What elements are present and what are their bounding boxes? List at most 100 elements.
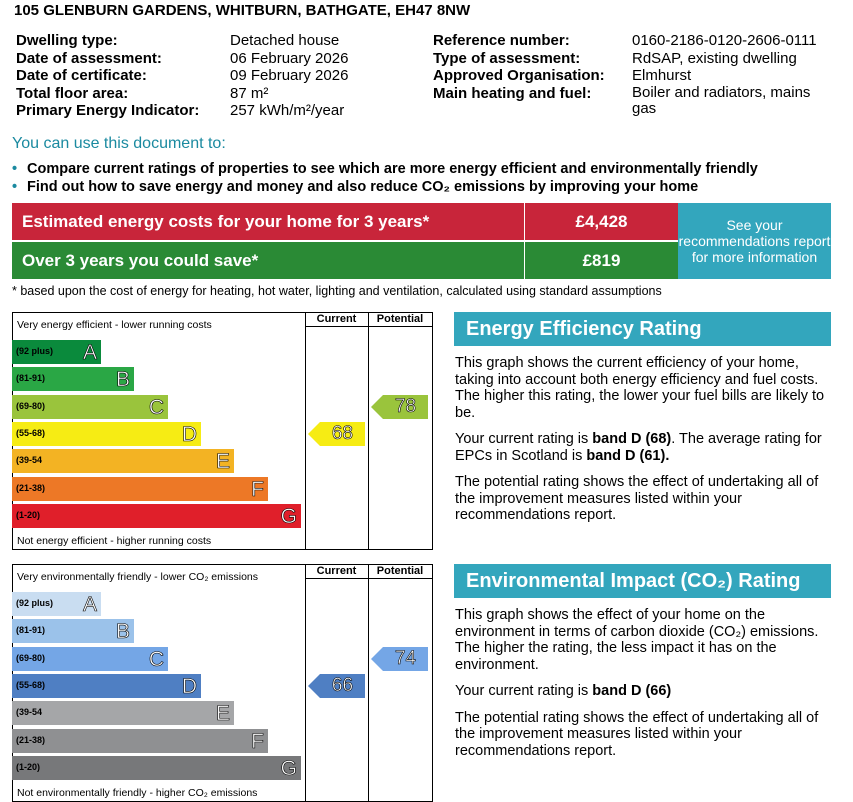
bullet-dot-icon: • [12,161,18,177]
column-divider [432,564,433,802]
band-letter: B [115,620,131,644]
energy-panel-p3: The potential rating shows the effect of… [455,474,819,523]
energy-panel-text: This graph shows the current efficiency … [455,355,830,534]
rating-band-b: (81-91) B [12,367,134,391]
assessment-type-label: Type of assessment: [433,49,581,67]
graph-bottom-caption: Not environmentally friendly - higher CO… [17,787,258,799]
current-column-header: Current [316,565,357,577]
co2-panel-p2: Your current rating is band D (66) [455,683,672,699]
band-range-label: (21-38) [16,483,46,493]
graph-top-caption: Very energy efficient - lower running co… [17,319,212,331]
band-range-label: (55-68) [16,680,46,690]
column-header-rule [305,326,432,327]
co2-panel-p3: The potential rating shows the effect of… [455,709,819,759]
band-letter: B [115,368,131,392]
approved-org-value: Elmhurst [632,67,692,84]
certificate-date-value: 09 February 2026 [230,67,349,84]
see-recommendations-box: See your recommendations report for more… [678,203,831,279]
band-letter: F [251,478,264,502]
column-divider [368,564,369,802]
floor-area-label: Total floor area: [16,84,129,102]
potential-rating-arrow-value: 74 [394,648,417,670]
rating-band-a: (92 plus) A [12,592,101,616]
band-range-label: (1-20) [16,510,41,520]
band-range-label: (92 plus) [16,346,54,356]
column-divider [305,564,306,802]
rating-band-g: (1-20) G [12,504,301,528]
usage-bullet: • Find out how to save energy and money a… [12,178,699,195]
details-right-values: 0160-2186-0120-2606-0111 RdSAP, existing… [632,32,837,117]
band-letter: C [148,648,165,672]
current-rating-arrow: 68 [308,422,365,446]
band-range-label: (81-91) [16,625,46,635]
assessment-date-value: 06 February 2026 [230,49,349,67]
rating-band-b: (81-91) B [12,619,134,643]
usage-bullet: • Compare current ratings of properties t… [12,161,758,177]
energy-panel-p1: This graph shows the current efficiency … [455,355,825,421]
usage-heading: You can use this document to: [12,135,226,152]
current-column-header: Current [316,313,357,325]
cost-footnote: * based upon the cost of energy for heat… [12,284,662,298]
assessment-type-value: RdSAP, existing dwelling [632,49,797,67]
floor-area-value: 87 m² [230,84,269,102]
co2-panel-title: Environmental Impact (CO₂) Rating [454,564,831,598]
rating-band-g: (1-20) G [12,756,301,780]
band-letter: A [82,593,98,617]
column-divider [305,312,306,550]
potential-rating-arrow: 74 [371,647,428,671]
column-header-rule [305,578,432,579]
band-range-label: (39-54 [16,455,43,465]
rating-band-c: (69-80) C [12,647,168,671]
estimated-costs-label: Estimated energy costs for your home for… [22,211,430,231]
current-rating-arrow: 66 [308,674,365,698]
rating-band-e: (39-54 E [12,449,234,473]
potential-rating-arrow: 78 [371,395,428,419]
potential-column-header: Potential [376,313,424,325]
band-range-label: (21-38) [16,735,46,745]
reference-number-label: Reference number: [433,32,570,49]
potential-rating-arrow-value: 78 [394,396,417,418]
band-letter: D [181,675,198,699]
bullet-dot-icon: • [12,178,18,195]
certificate-date-label: Date of certificate: [16,67,147,84]
band-range-label: (92 plus) [16,598,54,608]
band-letter: G [280,757,297,781]
savings-row: Over 3 years you could save* £819 [12,242,678,279]
band-range-label: (81-91) [16,373,46,383]
band-letter: F [251,730,264,754]
rating-band-d: (55-68) D [12,674,201,698]
property-address: 105 GLENBURN GARDENS, WHITBURN, BATHGATE… [14,2,471,19]
column-divider [432,312,433,550]
assessment-date-label: Date of assessment: [16,49,162,67]
rating-band-f: (21-38) F [12,477,268,501]
band-letter: G [280,505,297,529]
dwelling-type-value: Detached house [230,32,340,49]
primary-energy-label: Primary Energy Indicator: [16,102,200,119]
savings-label: Over 3 years you could save* [22,250,259,270]
rating-band-e: (39-54 E [12,701,234,725]
band-range-label: (1-20) [16,762,41,772]
usage-bullets: • Compare current ratings of properties t… [12,161,758,196]
details-left-values: Detached house 06 February 2026 09 Febru… [230,32,425,120]
band-letter: A [82,341,98,365]
details-right-labels: Reference number: Type of assessment: Ap… [433,32,628,102]
graph-top-caption: Very environmentally friendly - lower CO… [17,571,258,583]
band-letter: C [148,396,165,420]
rating-band-d: (55-68) D [12,422,201,446]
main-heating-value: Boiler and radiators, mains gas [632,83,811,117]
savings-value: £819 [524,242,678,279]
graph-bottom-caption: Not energy efficient - higher running co… [17,535,212,547]
rating-band-c: (69-80) C [12,395,168,419]
rating-band-f: (21-38) F [12,729,268,753]
column-divider [368,312,369,550]
details-left-labels: Dwelling type: Date of assessment: Date … [16,32,216,120]
reference-number-value: 0160-2186-0120-2606-0111 [632,32,817,49]
band-letter: E [215,702,231,726]
approved-org-label: Approved Organisation: [433,67,605,84]
band-range-label: (55-68) [16,428,46,438]
dwelling-type-label: Dwelling type: [16,32,118,49]
rating-band-a: (92 plus) A [12,340,101,364]
band-letter: E [215,450,231,474]
band-range-label: (69-80) [16,653,46,663]
primary-energy-value: 257 kWh/m²/year [230,102,345,119]
